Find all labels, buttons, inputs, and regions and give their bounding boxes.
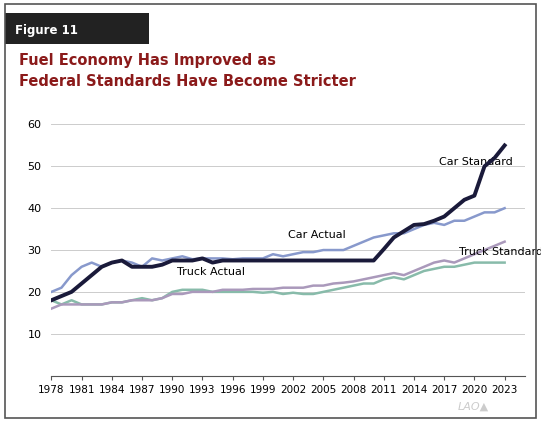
Text: Fuel Economy Has Improved as: Fuel Economy Has Improved as: [19, 53, 276, 68]
Text: Car Actual: Car Actual: [288, 230, 346, 240]
Text: Truck Actual: Truck Actual: [177, 267, 245, 277]
Text: Truck Standard: Truck Standard: [459, 247, 541, 257]
Text: LAO▲: LAO▲: [458, 401, 489, 411]
Text: Car Standard: Car Standard: [439, 157, 513, 167]
Text: Federal Standards Have Become Stricter: Federal Standards Have Become Stricter: [19, 74, 356, 89]
Text: Figure 11: Figure 11: [16, 24, 78, 37]
